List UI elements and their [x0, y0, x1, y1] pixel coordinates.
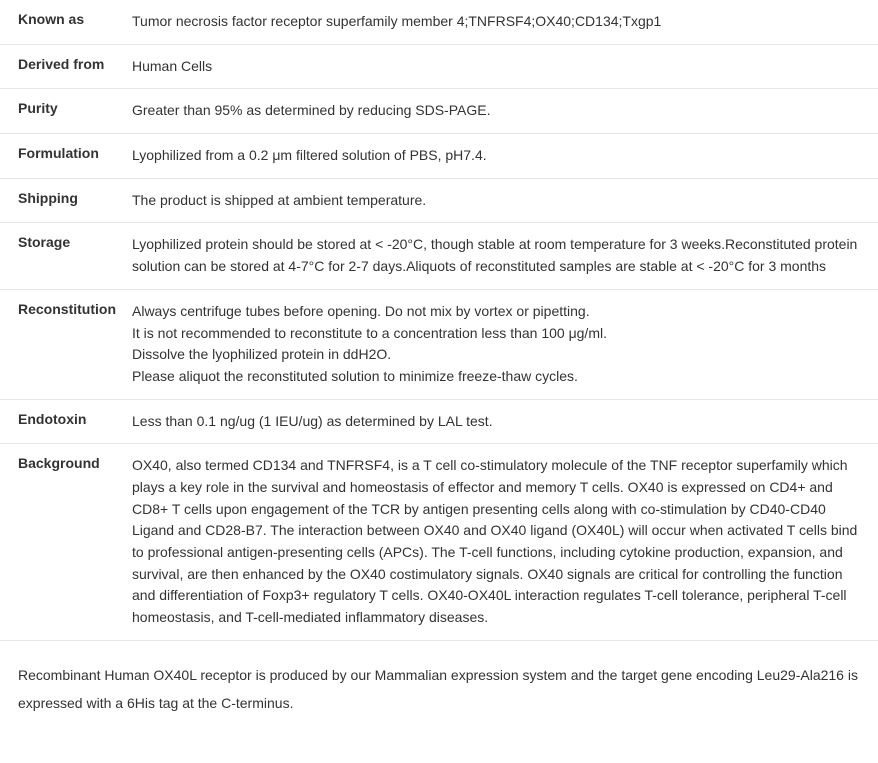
table-row: BackgroundOX40, also termed CD134 and TN… [0, 444, 878, 641]
spec-label: Reconstitution [0, 289, 132, 399]
spec-value: Always centrifuge tubes before opening. … [132, 289, 878, 399]
spec-label: Known as [0, 0, 132, 44]
spec-value: OX40, also termed CD134 and TNFRSF4, is … [132, 444, 878, 641]
table-row: FormulationLyophilized from a 0.2 μm fil… [0, 134, 878, 179]
spec-label: Storage [0, 223, 132, 289]
table-row: EndotoxinLess than 0.1 ng/ug (1 IEU/ug) … [0, 399, 878, 444]
spec-value: Human Cells [132, 44, 878, 89]
table-row: PurityGreater than 95% as determined by … [0, 89, 878, 134]
footer-text: Recombinant Human OX40L receptor is prod… [0, 641, 878, 727]
table-row: ShippingThe product is shipped at ambien… [0, 178, 878, 223]
spec-label: Purity [0, 89, 132, 134]
spec-value: The product is shipped at ambient temper… [132, 178, 878, 223]
spec-value: Less than 0.1 ng/ug (1 IEU/ug) as determ… [132, 399, 878, 444]
spec-value: Tumor necrosis factor receptor superfami… [132, 0, 878, 44]
table-row: ReconstitutionAlways centrifuge tubes be… [0, 289, 878, 399]
spec-table-body: Known asTumor necrosis factor receptor s… [0, 0, 878, 640]
table-row: Derived fromHuman Cells [0, 44, 878, 89]
spec-label: Background [0, 444, 132, 641]
spec-value: Lyophilized protein should be stored at … [132, 223, 878, 289]
spec-label: Derived from [0, 44, 132, 89]
spec-label: Formulation [0, 134, 132, 179]
spec-label: Endotoxin [0, 399, 132, 444]
spec-table: Known asTumor necrosis factor receptor s… [0, 0, 878, 641]
spec-value: Lyophilized from a 0.2 μm filtered solut… [132, 134, 878, 179]
spec-label: Shipping [0, 178, 132, 223]
spec-value: Greater than 95% as determined by reduci… [132, 89, 878, 134]
table-row: Known asTumor necrosis factor receptor s… [0, 0, 878, 44]
table-row: StorageLyophilized protein should be sto… [0, 223, 878, 289]
